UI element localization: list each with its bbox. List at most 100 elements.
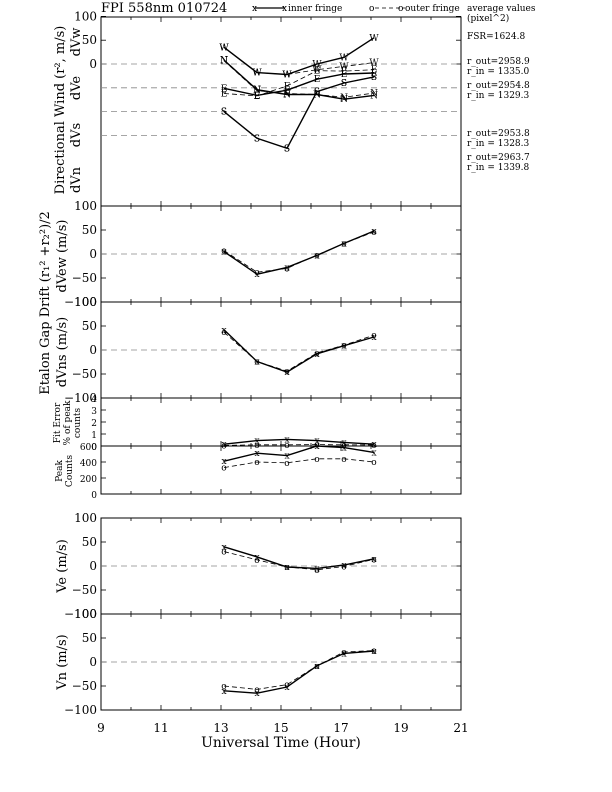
panel1-s-outer-point: S: [254, 134, 260, 144]
panel1-s-inner-point: S: [341, 79, 347, 89]
panel6-outer-point: o: [284, 563, 289, 573]
panel1-w-inner-point: W: [252, 69, 262, 79]
panel6-ylabel: Ve (m/s): [55, 539, 70, 594]
panel-4-frame: [100, 397, 462, 447]
panel1-s-outer-point: S: [371, 73, 377, 83]
panel1-s-outer-point: S: [284, 144, 290, 154]
panel5-inner-point: x: [314, 442, 319, 452]
panel5-outer-point: o: [284, 459, 289, 469]
panel2-inner-point: x: [371, 227, 376, 237]
panel1-s-inner-line: [223, 76, 375, 150]
panel7-outer-point: o: [254, 685, 259, 695]
panel5-inner-point: x: [284, 452, 289, 462]
sublabel-dvs: dVs: [69, 123, 84, 147]
panel6-outer-point: o: [341, 562, 346, 572]
y-tick-label: 4: [91, 395, 97, 405]
x-tick-label: 21: [453, 721, 468, 735]
panel3-ylabel: dVns (m/s): [55, 317, 70, 387]
legend-outer-marker-2: o: [398, 4, 403, 14]
y-tick-label: 50: [82, 631, 97, 645]
panel6-outer-line: [223, 551, 375, 571]
panel3-inner-point: x: [221, 326, 226, 336]
sublabel-dve: dVe: [69, 76, 84, 101]
panel1-w-inner-point: W: [312, 60, 322, 70]
panel1-s-inner-point: S: [314, 88, 320, 98]
panel1-e-outer-point: E: [314, 67, 321, 77]
y-tick-label: 200: [80, 475, 97, 485]
y-tick-label: 0: [89, 655, 97, 669]
x-tick-label: 13: [213, 721, 228, 735]
panel1-n-outer-point: N: [313, 90, 321, 100]
avg-values-label: average values: [467, 4, 536, 14]
panel6-outer-point: o: [314, 566, 319, 576]
y-tick-label: 50: [82, 319, 97, 333]
legend-outer-marker: o: [369, 4, 374, 14]
panel1-s-inner-point: S: [254, 134, 260, 144]
y-tick-label: 600: [80, 443, 97, 453]
panel1-e-outer-point: E: [221, 90, 228, 100]
x-tick-label: 9: [97, 721, 105, 735]
n-rin: r_in = 1339.8: [467, 163, 530, 173]
panel4-inner-point: x: [284, 435, 289, 445]
panel2-inner-point: x: [341, 239, 346, 249]
chart-title: FPI 558nm 010724: [101, 1, 227, 16]
panel7-inner-point: x: [254, 689, 259, 699]
y-tick-label: −100: [64, 703, 97, 717]
n-rout: r_out=2963.7: [467, 153, 530, 163]
y-tick-label: −50: [72, 679, 97, 693]
panel1-s-inner-point: S: [284, 144, 290, 154]
panel7-inner-point: x: [314, 662, 319, 672]
legend-inner-marker: x: [252, 4, 257, 14]
panel7-inner-line: [223, 650, 375, 694]
panel7-outer-line: [223, 650, 375, 690]
panel3-inner-point: x: [254, 358, 259, 368]
s-rout: r_out=2953.8: [467, 129, 530, 139]
y-tick-label: 0: [89, 559, 97, 573]
panel1-w-outer-point: W: [339, 62, 349, 72]
y-tick-label: −100: [64, 295, 97, 309]
panel6-inner-line: [223, 546, 375, 570]
panel7-outer-point: o: [221, 682, 226, 692]
y-tick-label: 100: [74, 607, 97, 621]
panel5-outer-point: o: [341, 455, 346, 465]
panel1-e-outer-point: E: [371, 66, 378, 76]
panel1-n-outer-point: N: [220, 57, 228, 67]
y-tick-label: 0: [89, 57, 97, 71]
panel4-inner-point: x: [314, 437, 319, 447]
panel1-e-inner-point: E: [371, 69, 378, 79]
y-tick-label: 2: [91, 419, 97, 429]
panel6-inner-point: x: [314, 564, 319, 574]
panel7-outer-point: o: [314, 662, 319, 672]
y-tick-label: −50: [72, 271, 97, 285]
panel4-inner-point: x: [371, 440, 376, 450]
panel2-inner-point: x: [284, 263, 289, 273]
y-tick-label: −50: [72, 583, 97, 597]
x-tick-label: 19: [393, 721, 408, 735]
panel4-inner-point: x: [341, 438, 346, 448]
x-tick-label: 15: [273, 721, 288, 735]
panel5-inner-line: [223, 445, 375, 462]
panel3-outer-point: o: [221, 328, 226, 338]
panel6-inner-point: x: [221, 543, 226, 553]
panel7-inner-point: x: [221, 687, 226, 697]
y-tick-label: 0: [89, 343, 97, 357]
panel1-n-outer-point: N: [340, 93, 348, 103]
etalon-gap-label: Etalon Gap Drift (r₁² +r₂²)/2: [38, 211, 53, 395]
panel2-outer-line: [223, 231, 375, 273]
panel1-sublabels: dVw dVe dVs dVn: [69, 28, 84, 193]
y-tick-label: 0: [91, 443, 97, 453]
panel1-e-inner-point: E: [284, 86, 291, 96]
panel7-inner-point: x: [284, 683, 289, 693]
y-tick-label: 50: [82, 535, 97, 549]
panel5-outer-point: o: [371, 458, 376, 468]
panel1-e-outer-line: [223, 69, 375, 97]
panel7-outer-point: o: [284, 681, 289, 691]
legend: x x inner fringe o o outer fringe: [252, 4, 460, 14]
panel5-ylabel-1: Peak: [55, 460, 65, 482]
panel4-ylabel-3: counts: [73, 407, 83, 438]
panel1-s-outer-point: S: [341, 79, 347, 89]
panel1-e-inner-point: E: [221, 84, 228, 94]
